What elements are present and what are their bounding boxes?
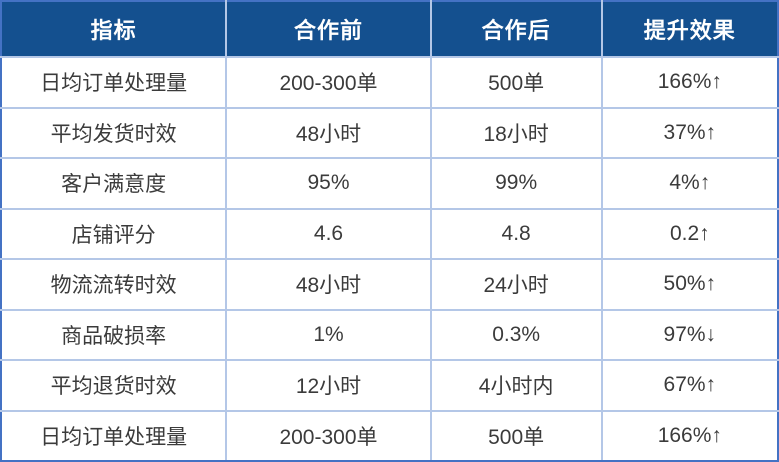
cell-after: 4小时内 <box>429 359 603 412</box>
table-row: 商品破损率 1% 0.3% 97%↓ <box>0 308 779 361</box>
cell-after: 24小时 <box>429 258 603 311</box>
cell-indicator: 日均订单处理量 <box>0 409 228 462</box>
cell-after: 99% <box>429 157 603 210</box>
cell-indicator: 店铺评分 <box>0 207 228 260</box>
table-row: 平均发货时效 48小时 18小时 37%↑ <box>0 106 779 159</box>
cell-improvement: 4%↑ <box>600 157 779 210</box>
cell-before: 95% <box>225 157 432 210</box>
cell-improvement: 67%↑ <box>600 359 779 412</box>
cell-improvement: 166%↑ <box>600 56 779 109</box>
cell-improvement: 0.2↑ <box>600 207 779 260</box>
column-header-indicator: 指标 <box>0 0 228 58</box>
cell-after: 500单 <box>429 56 603 109</box>
cell-improvement: 37%↑ <box>600 106 779 159</box>
cell-indicator: 平均发货时效 <box>0 106 228 159</box>
cell-indicator: 客户满意度 <box>0 157 228 210</box>
column-header-before: 合作前 <box>225 0 432 58</box>
cell-improvement: 97%↓ <box>600 308 779 361</box>
cell-after: 0.3% <box>429 308 603 361</box>
table-header: 指标 合作前 合作后 提升效果 <box>0 0 779 58</box>
cell-improvement: 50%↑ <box>600 258 779 311</box>
table-row: 日均订单处理量 200-300单 500单 166%↑ <box>0 409 779 462</box>
cell-before: 12小时 <box>225 359 432 412</box>
cell-after: 500单 <box>429 409 603 462</box>
cell-before: 200-300单 <box>225 409 432 462</box>
cell-before: 4.6 <box>225 207 432 260</box>
table-row: 日均订单处理量 200-300单 500单 166%↑ <box>0 56 779 109</box>
cell-before: 48小时 <box>225 258 432 311</box>
cell-before: 48小时 <box>225 106 432 159</box>
cell-indicator: 平均退货时效 <box>0 359 228 412</box>
table-body: 日均订单处理量 200-300单 500单 166%↑ 平均发货时效 48小时 … <box>0 56 779 462</box>
cell-before: 1% <box>225 308 432 361</box>
cell-indicator: 商品破损率 <box>0 308 228 361</box>
header-row: 指标 合作前 合作后 提升效果 <box>0 0 779 58</box>
table-row: 平均退货时效 12小时 4小时内 67%↑ <box>0 359 779 412</box>
table-row: 客户满意度 95% 99% 4%↑ <box>0 157 779 210</box>
cell-indicator: 日均订单处理量 <box>0 56 228 109</box>
column-header-after: 合作后 <box>429 0 603 58</box>
cell-before: 200-300单 <box>225 56 432 109</box>
table-row: 店铺评分 4.6 4.8 0.2↑ <box>0 207 779 260</box>
cell-improvement: 166%↑ <box>600 409 779 462</box>
cell-indicator: 物流流转时效 <box>0 258 228 311</box>
table-row: 物流流转时效 48小时 24小时 50%↑ <box>0 258 779 311</box>
cell-after: 18小时 <box>429 106 603 159</box>
column-header-improvement: 提升效果 <box>600 0 779 58</box>
cell-after: 4.8 <box>429 207 603 260</box>
